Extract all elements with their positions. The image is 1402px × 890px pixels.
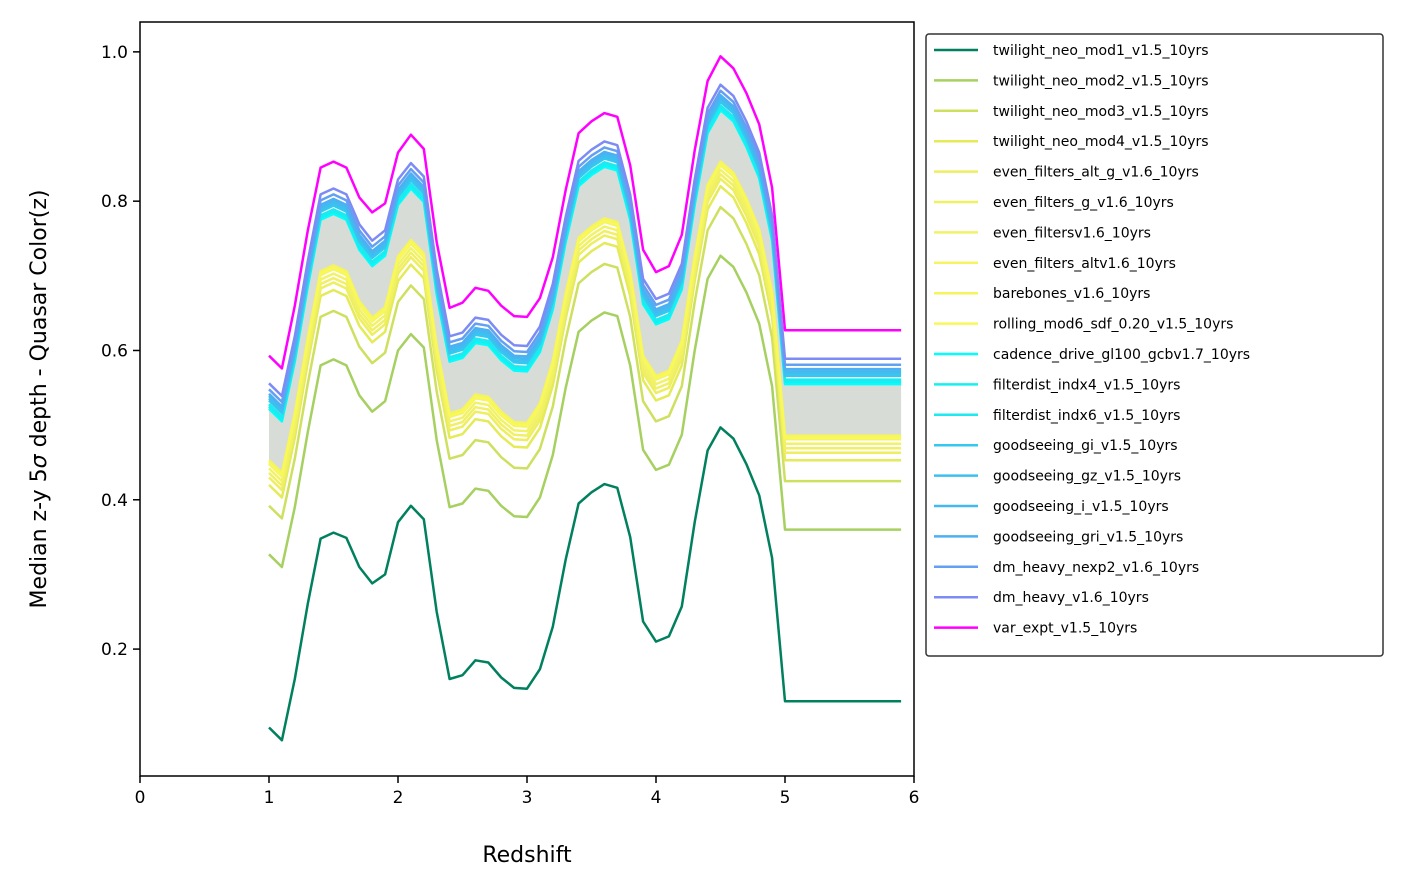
series-line-4 [268,184,902,499]
x-tick-label: 5 [780,788,791,808]
series-line-9 [268,160,902,475]
legend-label: twilight_neo_mod2_v1.5_10yrs [993,73,1209,89]
legend-label: var_expt_v1.5_10yrs [993,621,1137,637]
series-lines [268,55,902,742]
legend-label: rolling_mod6_sdf_0.20_v1.5_10yrs [993,317,1233,333]
series-line-10 [268,162,902,477]
band-area [269,110,902,477]
series-line-2 [268,254,902,569]
legend-label: dm_heavy_v1.6_10yrs [993,590,1149,606]
legend-label: even_filters_g_v1.6_10yrs [993,195,1174,211]
x-tick-label: 3 [522,788,533,808]
legend-label: dm_heavy_nexp2_v1.6_10yrs [993,560,1199,576]
y-axis-label-sigma: σ [27,453,52,468]
legend: twilight_neo_mod1_v1.5_10yrs twilight_neo… [925,33,1384,657]
y-tick-label: 0.2 [101,640,128,660]
series-line-1 [268,426,902,742]
x-tick-label: 0 [135,788,146,808]
series-line-3 [268,205,902,520]
x-tick-label: 1 [264,788,275,808]
background-band [269,110,902,477]
series-line-14 [268,100,902,415]
legend-label: even_filters_altv1.6_10yrs [993,256,1176,272]
legend-label: barebones_v1.6_10yrs [993,286,1150,302]
y-tick-label: 1.0 [101,43,128,63]
legend-label: goodseeing_gri_v1.5_10yrs [993,529,1183,545]
legend-frame [925,33,1384,657]
y-axis-label: Median z-y 5σ depth - Quasar Color(z) [27,190,52,609]
legend-label: even_filtersv1.6_10yrs [993,225,1151,241]
series-line-19 [268,83,902,398]
y-axis-label-part-2: depth - Quasar Color(z) [27,190,52,455]
series-line-5 [268,177,902,492]
series-line-16 [268,96,902,410]
series-line-11 [268,108,902,423]
legend-label: twilight_neo_mod1_v1.5_10yrs [993,43,1209,59]
series-line-13 [268,104,902,419]
legend-label: goodseeing_gz_v1.5_10yrs [993,469,1181,485]
y-tick-label: 0.6 [101,341,128,361]
legend-label: twilight_neo_mod4_v1.5_10yrs [993,134,1209,150]
series-line-6 [268,173,902,487]
x-tick-label: 6 [909,788,920,808]
legend-label: goodseeing_gi_v1.5_10yrs [993,438,1178,454]
series-line-15 [268,98,902,413]
x-tick-label: 2 [393,788,404,808]
y-tick-label: 0.4 [101,491,128,511]
series-line-12 [268,106,902,421]
legend-label: filterdist_indx6_v1.5_10yrs [993,408,1180,424]
y-tick-label: 0.8 [101,192,128,212]
y-axis-label-part-1: Median z-y 5 [27,468,52,608]
legend-label: cadence_drive_gl100_gcbv1.7_10yrs [993,347,1250,363]
y-axis: 0.2 0.4 0.6 0.8 1.0 [101,43,140,660]
legend-label: even_filters_alt_g_v1.6_10yrs [993,165,1199,181]
legend-label: goodseeing_i_v1.5_10yrs [993,499,1169,515]
x-axis: 0 1 2 3 4 5 6 [135,776,920,808]
x-axis-label: Redshift [482,843,572,868]
legend-label: filterdist_indx4_v1.5_10yrs [993,377,1180,393]
series-line-7 [268,168,902,483]
series-line-20 [268,55,902,370]
series-line-17 [268,93,902,408]
x-tick-label: 4 [651,788,662,808]
series-line-18 [268,89,902,404]
legend-label: twilight_neo_mod3_v1.5_10yrs [993,104,1209,120]
